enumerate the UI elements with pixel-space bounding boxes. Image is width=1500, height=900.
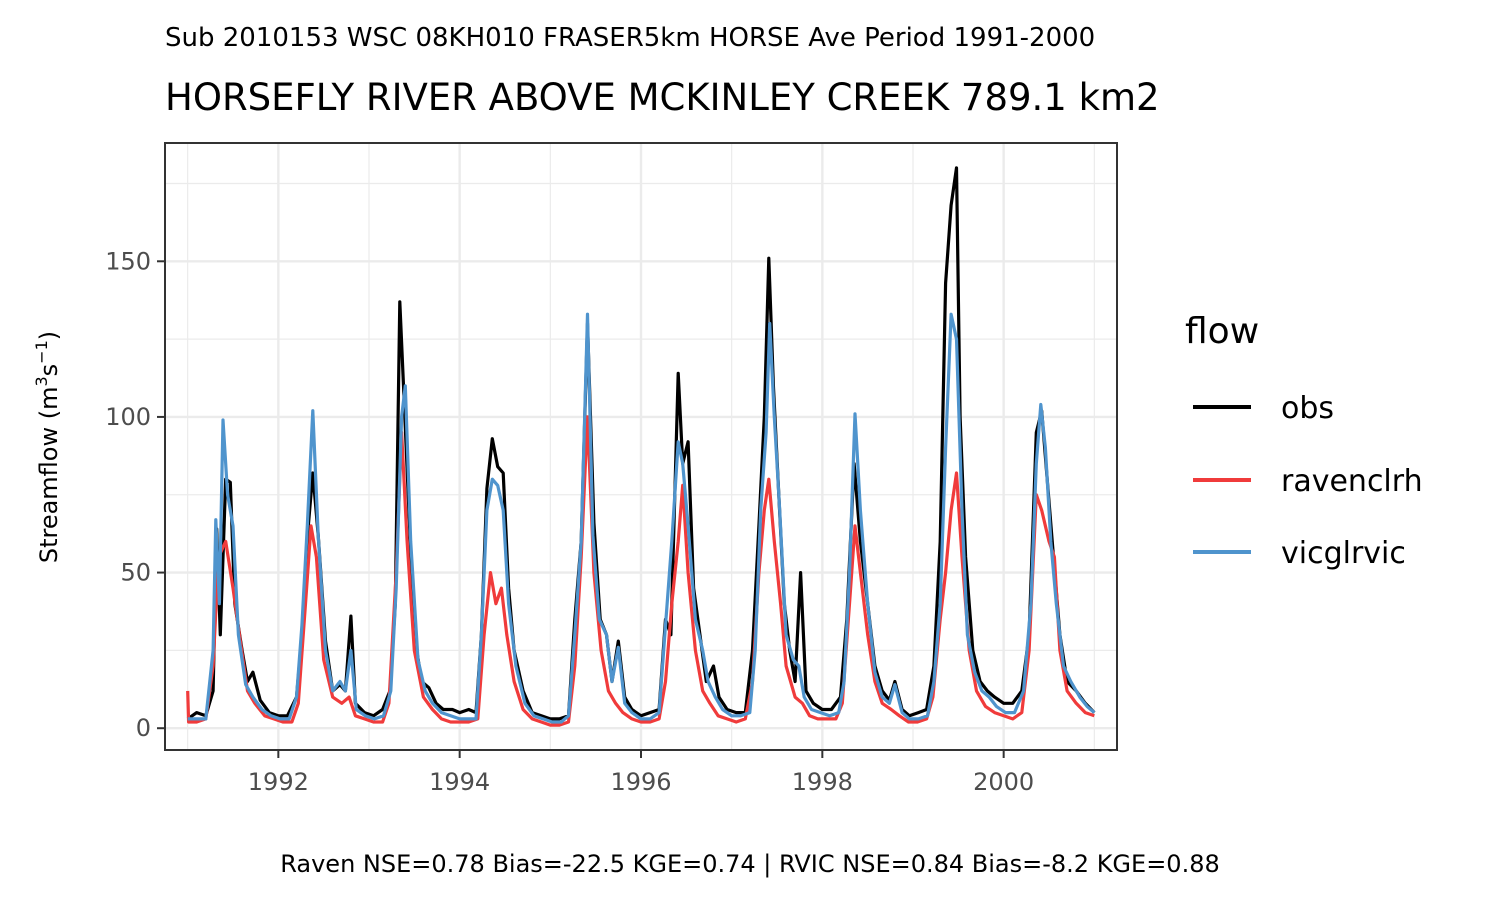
x-tick-label: 1992 — [248, 768, 309, 796]
y-tick-label: 0 — [136, 714, 151, 742]
caption-metrics: Raven NSE=0.78 Bias=-22.5 KGE=0.74 | RVI… — [280, 850, 1220, 878]
x-tick-label: 1996 — [610, 768, 671, 796]
y-tick-label: 100 — [105, 403, 151, 431]
series-lines — [186, 166, 1096, 727]
x-tick-label: 1998 — [792, 768, 853, 796]
x-tick-label: 2000 — [973, 768, 1034, 796]
chart-title: HORSEFLY RIVER ABOVE MCKINLEY CREEK 789.… — [165, 76, 1160, 119]
series-line-vicglrvic — [187, 312, 1096, 724]
y-axis-title: Streamflow (m3s−1) — [32, 331, 63, 563]
legend-label-vicglrvic: vicglrvic — [1281, 536, 1406, 571]
chart-subtitle: Sub 2010153 WSC 08KH010 FRASER5km HORSE … — [165, 23, 1095, 53]
y-tick-label: 50 — [120, 559, 151, 587]
legend-title: flow — [1185, 311, 1259, 352]
x-tick-label: 1994 — [429, 768, 490, 796]
legend-label-obs: obs — [1281, 391, 1334, 426]
legend-label-ravenclrh: ravenclrh — [1281, 464, 1423, 499]
legend: flow obs ravenclrh vicglrvic — [1185, 311, 1423, 571]
axis-ticks: 1992 1994 1996 1998 2000 0 50 100 150 — [105, 247, 1034, 796]
y-tick-label: 150 — [105, 247, 151, 275]
series-line-ravenclrh — [186, 415, 1095, 727]
legend-item-ravenclrh: ravenclrh — [1193, 464, 1423, 499]
legend-item-obs: obs — [1193, 391, 1334, 426]
legend-item-vicglrvic: vicglrvic — [1193, 536, 1406, 571]
